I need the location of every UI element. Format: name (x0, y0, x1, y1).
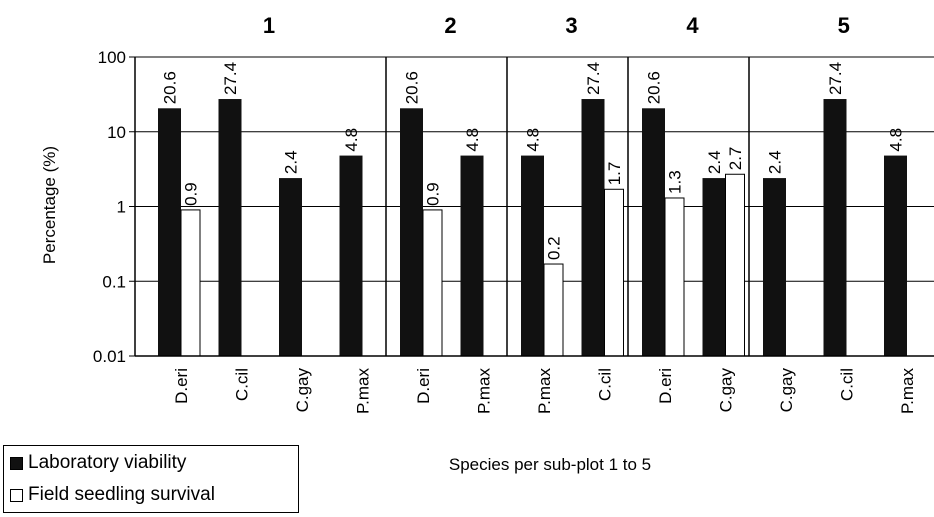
subplot-labels: 1 2 3 4 5 (263, 13, 850, 38)
bar-lab-D.eri (400, 108, 423, 356)
bar-lab-C.gay (702, 178, 726, 356)
x-tick-label: C.cil (838, 368, 857, 401)
data-label-lab: 20.6 (161, 71, 180, 104)
data-label-lab: 27.4 (826, 62, 845, 95)
data-label-field: 0.9 (182, 182, 201, 206)
y-tick-label: 0.1 (102, 272, 126, 291)
data-label-lab: 4.8 (342, 128, 361, 152)
x-tick-label: D.eri (172, 368, 191, 404)
bar-lab-P.max (521, 155, 544, 356)
bar-lab-D.eri (642, 108, 665, 356)
data-label-lab: 4.8 (524, 128, 543, 152)
bar-lab-C.cil (823, 99, 847, 357)
subplot-label: 4 (686, 13, 699, 38)
legend-label-field: Field seedling survival (28, 484, 215, 505)
legend-label-lab: Laboratory viability (28, 452, 187, 473)
bar-lab-C.cil (581, 99, 605, 357)
bar-field-P.max (543, 263, 564, 357)
bar-lab-P.max (339, 155, 363, 356)
bar-lab-D.eri (158, 108, 181, 356)
data-label-field: 0.9 (424, 182, 443, 206)
y-axis-label: Percentage (%) (40, 146, 59, 264)
x-tick-label: P.max (898, 368, 917, 414)
x-axis-label: Species per sub-plot 1 to 5 (449, 455, 651, 474)
data-label-lab: 20.6 (403, 71, 422, 104)
y-tick-label: 1 (117, 198, 126, 217)
bars (158, 99, 907, 357)
data-label-field: 1.3 (666, 170, 685, 194)
x-tick-labels: D.eri C.cil C.gay P.max D.eri P.max P.max C.cil… (172, 368, 917, 414)
bar-lab-C.gay (763, 178, 786, 356)
data-label-lab: 20.6 (645, 71, 664, 104)
bar-field-C.cil (604, 188, 624, 357)
bar-lab-C.gay (279, 178, 302, 356)
x-tick-label: P.max (475, 368, 494, 414)
data-label-field: 1.7 (605, 162, 624, 186)
bar-field-D.eri (664, 197, 685, 357)
x-tick-label: D.eri (656, 368, 675, 404)
subplot-label: 2 (444, 13, 456, 38)
data-label-lab: 2.4 (766, 150, 785, 174)
data-label-lab: 4.8 (463, 128, 482, 152)
bar-lab-P.max (460, 155, 484, 356)
legend-item-field: Field seedling survival (10, 484, 215, 506)
legend-swatch-lab (10, 456, 23, 470)
data-label-lab: 4.8 (887, 128, 906, 152)
x-tick-label: C.gay (717, 368, 736, 413)
data-labels: 20.6 0.9 27.4 2.4 4.8 20.6 0.9 4.8 4.8 0.2 27.4 1.7… (161, 62, 906, 260)
legend: Laboratory viability Field seedling surv… (3, 445, 299, 513)
data-label-lab: 2.4 (705, 150, 724, 174)
y-tick-label: 0.01 (93, 347, 126, 366)
subplot-label: 1 (263, 13, 275, 38)
data-label-lab: 27.4 (584, 62, 603, 95)
bar-field-D.eri (180, 209, 201, 357)
data-label-lab: 2.4 (282, 150, 301, 174)
subplot-label: 5 (838, 13, 850, 38)
x-tick-label: P.max (535, 368, 554, 414)
bar-lab-C.cil (218, 99, 242, 357)
bar-field-D.eri (422, 209, 443, 357)
bar-field-C.gay (725, 173, 745, 357)
plot-frame (129, 56, 934, 357)
bar-lab-P.max (884, 155, 907, 356)
data-label-lab: 27.4 (221, 62, 240, 95)
y-tick-label: 100 (98, 48, 126, 67)
legend-item-lab: Laboratory viability (10, 452, 186, 474)
data-label-field: 0.2 (545, 236, 564, 260)
x-tick-label: C.cil (596, 368, 615, 401)
x-tick-label: P.max (354, 368, 373, 414)
legend-swatch-field (10, 488, 23, 502)
y-tick-label: 10 (107, 123, 126, 142)
subplot-label: 3 (565, 13, 577, 38)
y-tick-labels: 0.01 0.1 1 10 100 (93, 48, 126, 366)
x-tick-label: C.gay (777, 368, 796, 413)
x-tick-label: C.cil (233, 368, 252, 401)
x-tick-label: C.gay (293, 368, 312, 413)
x-tick-label: D.eri (414, 368, 433, 404)
data-label-field: 2.7 (726, 147, 745, 171)
